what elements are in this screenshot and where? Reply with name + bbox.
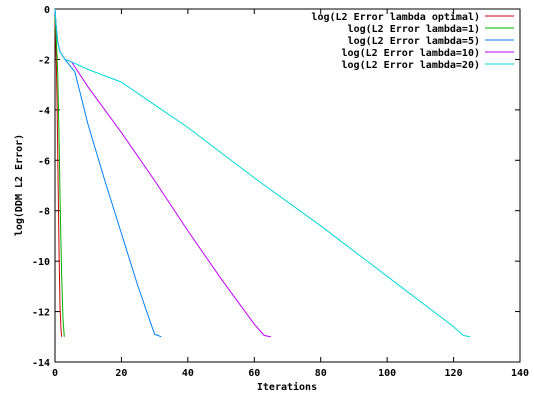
series-line xyxy=(54,21,63,337)
series-line xyxy=(54,16,65,337)
legend-label: log(L2 Error lambda=20) xyxy=(342,60,480,71)
y-tick-label: 0 xyxy=(44,5,50,16)
y-tick-label: -2 xyxy=(38,55,50,66)
series-line xyxy=(54,8,162,338)
x-tick-label: 60 xyxy=(248,368,260,379)
y-tick-label: -14 xyxy=(32,358,50,369)
legend-label: log(L2 Error lambda=10) xyxy=(342,48,480,59)
y-tick-label: -12 xyxy=(32,308,50,319)
x-tick-label: 100 xyxy=(378,368,396,379)
x-tick-label: 80 xyxy=(315,368,327,379)
y-axis-label: log(DDM L2 Error) xyxy=(14,134,25,236)
legend-label: log(L2 Error lambda=5) xyxy=(348,36,480,47)
x-tick-label: 140 xyxy=(511,368,529,379)
y-tick-label: -4 xyxy=(38,106,50,117)
plot-frame xyxy=(54,8,521,363)
x-tick-label: 20 xyxy=(115,368,127,379)
y-tick-label: -8 xyxy=(38,207,50,218)
x-tick-label: 0 xyxy=(52,368,58,379)
y-tick-label: -6 xyxy=(38,156,50,167)
legend-label: log(L2 Error lambda=1) xyxy=(348,24,480,35)
x-axis-label: Iterations xyxy=(257,381,317,393)
x-tick-label: 120 xyxy=(445,368,463,379)
series-line xyxy=(54,8,271,338)
y-tick-label: -10 xyxy=(32,257,50,268)
x-tick-label: 40 xyxy=(182,368,194,379)
series-line xyxy=(54,8,471,338)
legend-label: log(L2 Error lambda optimal) xyxy=(311,11,480,23)
